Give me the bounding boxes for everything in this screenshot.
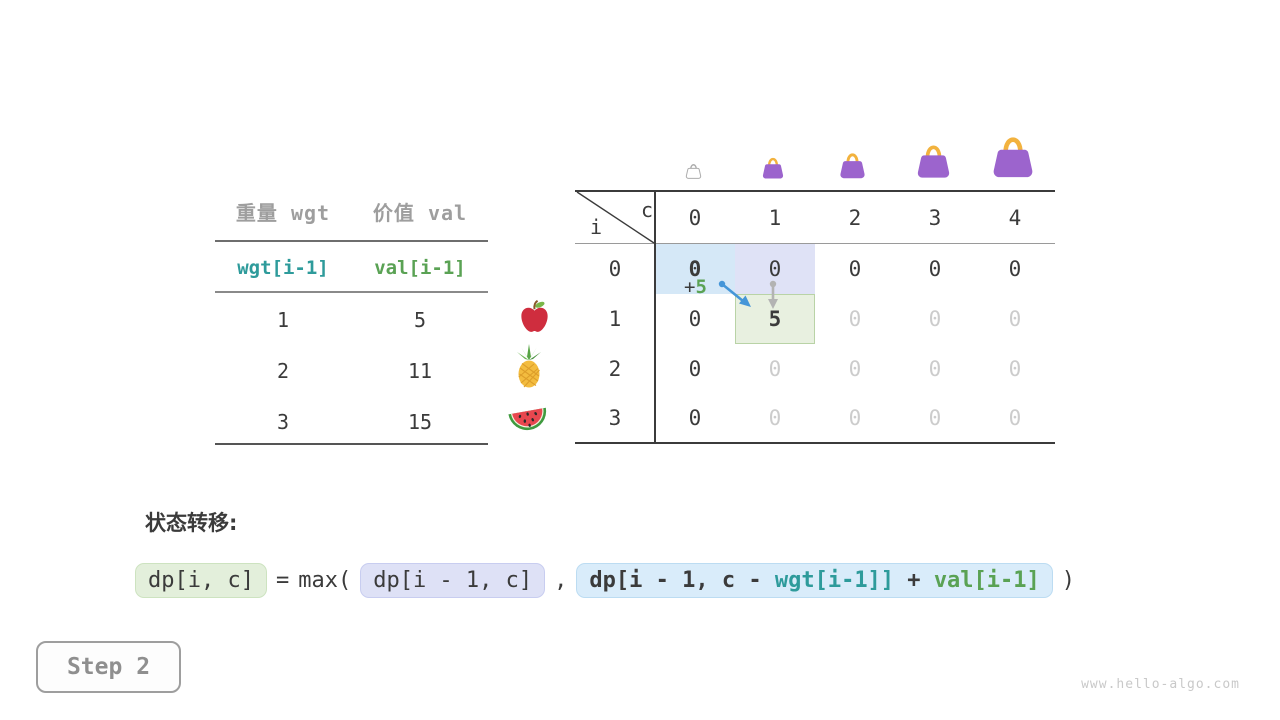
item-value: 11 — [407, 359, 433, 383]
dp-cell-1-3: 0 — [928, 307, 942, 331]
corner-col-var: c — [641, 198, 654, 222]
dp-cell-1-1: 5 — [768, 307, 782, 331]
formula-arg2-box: dp[i - 1, c - wgt[i-1]] + val[i-1] — [576, 562, 1053, 598]
dp-table-bottom-border — [575, 442, 1055, 444]
items-weight-header: 重量 wgt — [235, 200, 331, 225]
watermark: www.hello-algo.com — [1081, 677, 1240, 692]
dp-table-header-border — [575, 243, 1055, 244]
dp-row-header: 3 — [608, 406, 622, 430]
pineapple-icon — [512, 344, 546, 394]
formula-lhs-box: dp[i, c] — [135, 562, 267, 598]
dp-row-header: 1 — [608, 307, 622, 331]
dp-cell-3-0: 0 — [688, 406, 702, 430]
items-table-divider-top — [215, 240, 488, 242]
plus-sign: + — [684, 276, 696, 298]
dp-cell-0-0: 0 — [688, 257, 702, 281]
item-value: 5 — [413, 308, 427, 332]
dp-row-header: 0 — [608, 257, 622, 281]
bag-empty-icon — [685, 161, 702, 184]
dp-row-header: 2 — [608, 357, 622, 381]
items-table-divider-middle — [215, 291, 488, 293]
transition-add-label: +5 — [684, 276, 707, 298]
dp-cell-2-3: 0 — [928, 357, 942, 381]
state-transition-formula: dp[i, c] = max( dp[i - 1, c] , dp[i - 1,… — [135, 560, 1075, 600]
dp-cell-2-1: 0 — [768, 357, 782, 381]
dp-cell-2-4: 0 — [1008, 357, 1022, 381]
step-button[interactable]: Step 2 — [36, 641, 181, 693]
dp-cell-2-2: 0 — [848, 357, 862, 381]
dp-col-header: 0 — [688, 205, 702, 230]
dp-cell-3-3: 0 — [928, 406, 942, 430]
bag-size4-icon — [990, 132, 1036, 184]
dp-col-header: 1 — [768, 205, 782, 230]
items-table-divider-bottom — [215, 443, 488, 445]
item-weight: 3 — [276, 410, 290, 434]
dp-cell-1-4: 0 — [1008, 307, 1022, 331]
formula-close-paren: ) — [1061, 567, 1076, 593]
dp-cell-3-2: 0 — [848, 406, 862, 430]
apple-icon — [520, 299, 549, 338]
corner-row-var: i — [590, 215, 603, 239]
dp-cell-2-0: 0 — [688, 357, 702, 381]
dp-col-header: 3 — [928, 205, 942, 230]
dp-cell-0-1: 0 — [768, 257, 782, 281]
formula-max-open: max( — [298, 567, 352, 593]
dp-col-header: 2 — [848, 205, 862, 230]
dp-col-header: 4 — [1008, 205, 1022, 230]
item-value: 15 — [407, 410, 433, 434]
bag-size1-icon — [761, 155, 785, 184]
items-value-header: 价值 val — [372, 200, 468, 225]
bag-size2-icon — [838, 150, 867, 184]
items-table: 重量 wgt 价值 val wgt[i-1] val[i-1] 1 5 2 11… — [215, 190, 488, 446]
dp-cell-3-4: 0 — [1008, 406, 1022, 430]
dp-cell-0-2: 0 — [848, 257, 862, 281]
formula-arg2-plus: + — [894, 567, 934, 593]
dp-cell-0-3: 0 — [928, 257, 942, 281]
dp-cell-0-4: 0 — [1008, 257, 1022, 281]
formula-arg1-box: dp[i - 1, c] — [360, 562, 546, 598]
items-value-subheader: val[i-1] — [374, 257, 466, 279]
formula-arg2-dp: dp[i - 1, c - — [589, 567, 775, 593]
dp-cell-3-1: 0 — [768, 406, 782, 430]
dp-cell-1-0: 0 — [688, 307, 702, 331]
added-value: 5 — [695, 276, 707, 298]
items-weight-subheader: wgt[i-1] — [237, 257, 329, 279]
dp-table-top-border — [575, 190, 1055, 192]
state-transition-label: 状态转移: — [145, 511, 238, 535]
bag-size3-icon — [915, 141, 952, 184]
dp-cell-1-2: 0 — [848, 307, 862, 331]
watermelon-icon — [506, 402, 550, 442]
formula-comma: , — [554, 567, 568, 593]
item-weight: 2 — [276, 359, 290, 383]
formula-equals: = — [275, 567, 290, 593]
dp-table: c i 0 1 2 3 4 0 1 2 3 0 0 0 0 0 0 5 0 0 … — [575, 190, 1055, 444]
item-weight: 1 — [276, 308, 290, 332]
formula-arg2-wgt: wgt[i-1]] — [774, 567, 895, 593]
formula-arg2-val: val[i-1] — [933, 567, 1040, 593]
dp-table-vertical-border — [654, 190, 656, 444]
